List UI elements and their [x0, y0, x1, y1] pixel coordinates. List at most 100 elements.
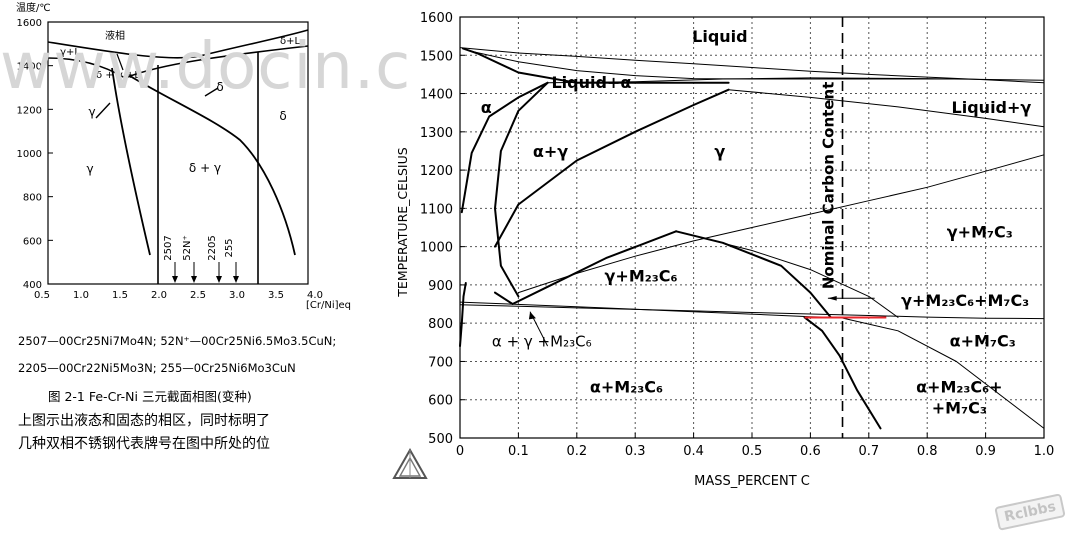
phase-boundary-12 — [494, 88, 730, 248]
left-x-tick-label: 0.5 — [34, 290, 50, 301]
left-x-tick-label: 2.5 — [190, 290, 206, 301]
x-tick-label: 0.3 — [625, 444, 646, 459]
y-tick-label: 600 — [428, 394, 453, 409]
thermocalc-logo — [392, 448, 428, 479]
left-x-tick-label: 2.0 — [151, 290, 167, 301]
left-gamma-boundary — [111, 67, 151, 256]
x-tick-label: 0.6 — [800, 444, 821, 459]
y-tick-label: 900 — [428, 279, 453, 294]
y-tick-label: 1100 — [420, 202, 453, 217]
left-body-text-1: 上图示出液态和固态的相区，同时标明了 — [18, 413, 270, 429]
region-label: α + γ +M₂₃C₆ — [492, 332, 592, 350]
left-y-tick-label: 1600 — [17, 18, 42, 29]
x-tick-label: 0.2 — [566, 444, 587, 459]
left-grade-label: 255 — [224, 238, 235, 257]
left-region-label: γ — [88, 105, 95, 119]
phase-boundary-6 — [459, 304, 1045, 320]
y-tick-label: 1000 — [420, 241, 453, 256]
region-label: γ — [714, 142, 725, 161]
left-region-label: γ — [86, 162, 93, 176]
region-label: +M₇C₃ — [932, 398, 987, 417]
docin-watermark: www.docin.c — [0, 30, 412, 104]
phase-boundary-13 — [494, 230, 678, 305]
y-tick-label: 800 — [428, 317, 453, 332]
phase-boundary-10 — [494, 81, 549, 298]
y-axis-label: TEMPERATURE_CELSIUS — [395, 147, 410, 297]
left-grade-markers: 2507 52N⁺ 2205 255 — [163, 235, 239, 283]
region-label: α+γ — [533, 142, 568, 161]
left-legend-line-2: 2205—00Cr22Ni5Mo3N; 255—0Cr25Ni6Mo3CuN — [18, 361, 296, 375]
left-x-tick-label: 4.0 — [307, 290, 323, 301]
arrow-agm-head — [528, 311, 536, 320]
nominal-carbon-label: Nominal Carbon Content — [820, 82, 838, 289]
y-tick-label: 500 — [428, 432, 453, 447]
left-x-unit: [Cr/Ni]eq — [306, 300, 351, 311]
left-legend-line-1: 2507—00Cr25Ni7Mo4N; 52N⁺—00Cr25Ni6.5Mo3.… — [18, 334, 337, 348]
x-tick-label: 0 — [456, 444, 464, 459]
y-tick-label: 700 — [428, 355, 453, 370]
left-y-tick-label: 800 — [23, 193, 42, 204]
chart-annotations: Nominal Carbon Content — [528, 17, 875, 438]
x-tick-label: 0.4 — [683, 444, 704, 459]
y-tick-label: 1200 — [420, 164, 453, 179]
left-x-tick-label: 3.0 — [229, 290, 245, 301]
left-grade-label: 2205 — [207, 235, 218, 260]
left-region-labels: 液相 γ+L δ+L δ + γ +L γ δ γ δ + γ δ — [60, 29, 300, 176]
left-delta-boundary — [129, 75, 296, 256]
x-tick-label: 0.5 — [742, 444, 763, 459]
phase-boundary-5 — [517, 154, 1045, 294]
region-label: α+M₂₃C₆+ — [916, 377, 1003, 396]
left-y-tick-label: 1400 — [17, 62, 42, 73]
region-label: Liquid+γ — [952, 98, 1032, 117]
left-region-label: δ+L — [280, 36, 300, 47]
left-figure-caption: 图 2-1 Fe-Cr-Ni 三元截面相图(变种) — [48, 389, 252, 404]
y-tick-label: 1500 — [420, 49, 453, 64]
region-label: γ+M₂₃C₆+M₇C₃ — [901, 291, 1029, 310]
y-tick-label: 1300 — [420, 126, 453, 141]
region-label: α+M₂₃C₆ — [590, 377, 663, 396]
left-region-label: δ — [216, 80, 223, 94]
x-tick-label: 0.8 — [917, 444, 938, 459]
x-tick-label: 0.7 — [858, 444, 879, 459]
left-y-tick-label: 1200 — [17, 105, 42, 116]
phase-boundary-15 — [803, 316, 882, 430]
left-solidus-line — [47, 45, 309, 79]
left-grade-arrow-head — [216, 276, 222, 283]
left-arrow-liquid — [116, 53, 124, 71]
left-arrow-delta — [204, 87, 219, 97]
left-y-tick-label: 1000 — [17, 149, 42, 160]
phase-boundary-4 — [728, 89, 1045, 128]
left-y-tick-label: 600 — [23, 236, 42, 247]
left-arrow-gamma — [95, 102, 111, 119]
chart-series — [459, 47, 1045, 430]
left-region-label: δ — [279, 109, 286, 123]
left-grade-arrow-head — [172, 276, 178, 283]
x-axis-label: MASS_PERCENT C — [694, 474, 810, 489]
phase-boundary-11 — [461, 47, 730, 84]
region-label: α — [481, 98, 492, 117]
left-region-label: 液相 — [105, 29, 125, 42]
phase-boundary-9 — [460, 81, 549, 214]
x-tick-label: 0.1 — [508, 444, 529, 459]
left-grade-arrow-head — [233, 276, 239, 283]
region-label: γ+M₂₃C₆ — [605, 266, 678, 285]
region-label: α+M₇C₃ — [950, 331, 1016, 350]
left-body-text-2: 几种双相不锈钢代表牌号在图中所处的位 — [18, 436, 270, 452]
left-region-label: δ + γ +L — [96, 70, 140, 81]
phase-boundary-8 — [675, 230, 899, 318]
phase-boundary-16 — [459, 282, 467, 348]
left-grade-label: 52N⁺ — [182, 235, 193, 260]
left-region-label: γ+L — [60, 47, 80, 58]
left-region-label: δ + γ — [189, 161, 221, 175]
left-grade-label: 2507 — [163, 235, 174, 260]
x-tick-label: 1.0 — [1034, 444, 1055, 459]
left-y-tick-label: 400 — [23, 280, 42, 291]
phase-boundary-14 — [675, 230, 832, 319]
region-label: Liquid+α — [551, 73, 631, 92]
left-x-tick-label: 1.0 — [73, 290, 89, 301]
region-label: Liquid — [692, 27, 747, 46]
